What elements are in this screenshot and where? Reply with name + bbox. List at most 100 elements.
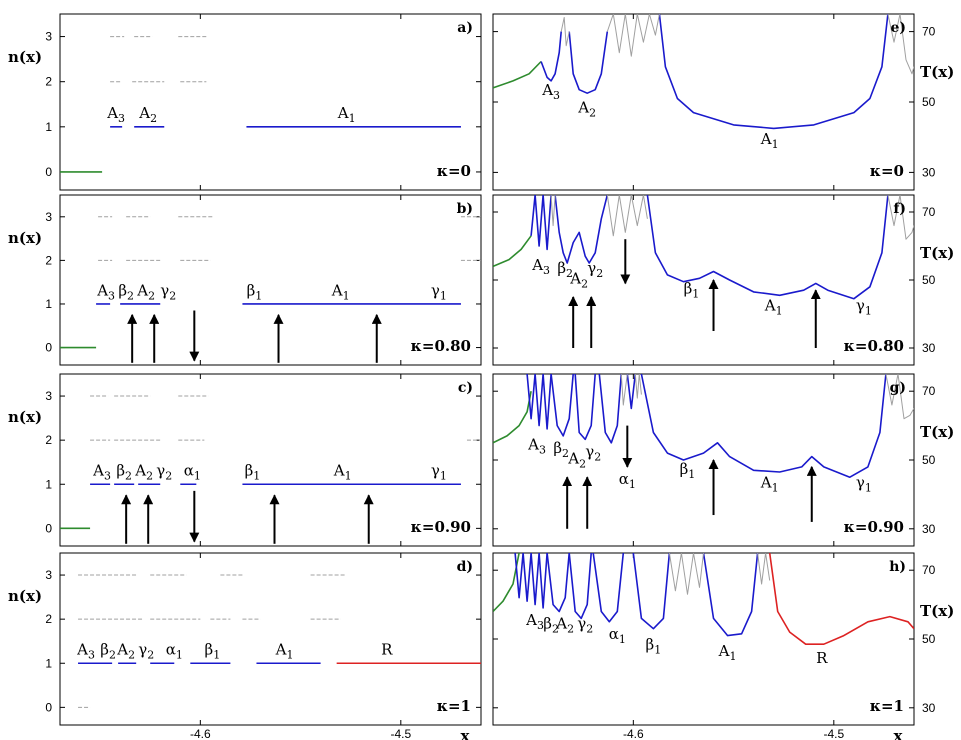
y-tick-label: 3: [45, 389, 52, 403]
panel-frame: [492, 13, 915, 191]
y-tick-label: 50: [922, 453, 936, 467]
level-label: A2: [569, 269, 588, 290]
x-axis-label: x: [894, 727, 904, 740]
panel-d: 0 1 2 3n(x) A3 β2 A2 γ2 α1 β1 A1 Rd) κ=1: [8, 552, 482, 726]
kappa-label: κ=0: [437, 162, 471, 180]
curve-blue: [646, 195, 889, 300]
curve-grey: [550, 195, 556, 227]
level-label: A2: [116, 640, 135, 661]
curve-blue: [702, 553, 759, 637]
panel-c: 0 1 2 3n(x) A3 β2 A2 γ2 α1 β1 A1 γ1 c) κ=0.90: [8, 373, 482, 547]
curve-grey: [606, 14, 660, 57]
level-label: α1: [184, 461, 201, 482]
plot-area: [60, 395, 481, 530]
level-label: A1: [760, 474, 779, 495]
y-tick-label: 0: [45, 165, 52, 179]
level-label: A3: [96, 281, 115, 302]
y-tick-label: 3: [45, 210, 52, 224]
kappa-label: κ=1: [870, 697, 904, 715]
y-tick-label: 2: [45, 612, 52, 626]
level-label: β2: [100, 640, 116, 661]
level-label: A3: [531, 256, 550, 277]
panel-letter: c): [458, 380, 473, 396]
level-label: γ2: [160, 281, 176, 302]
plot-area: [493, 374, 914, 478]
curve-blue: [540, 31, 562, 82]
panel-letter: b): [457, 201, 473, 217]
curve-grey: [634, 374, 642, 399]
x-tick-label: -4.5: [823, 727, 844, 740]
y-tick-label: 70: [922, 384, 936, 398]
curve-grey: [757, 553, 771, 585]
y-axis-label: n(x): [8, 229, 42, 247]
level-label: γ2: [585, 443, 601, 464]
kappa-label: κ=0.80: [844, 337, 904, 355]
panel-e: 30 50 70 T(x) A3 A2 A1 e) κ=0: [492, 13, 954, 191]
plot-area: [60, 216, 481, 349]
level-label: β2: [543, 615, 559, 636]
plot-area: [493, 14, 914, 130]
y-tick-label: 50: [922, 95, 936, 109]
curve-blue: [574, 374, 596, 441]
y-tick-label: 0: [45, 521, 52, 535]
panel-letter: d): [457, 559, 473, 575]
y-tick-label: 0: [45, 341, 52, 355]
level-label: γ1: [431, 281, 447, 302]
level-label: A1: [331, 281, 350, 302]
plot-area: [60, 36, 461, 173]
level-label: γ2: [156, 461, 172, 482]
level-label: β2: [116, 461, 132, 482]
curve-blue: [514, 553, 548, 609]
level-label: γ1: [856, 474, 872, 495]
curve-blue: [554, 195, 609, 264]
level-label: A2: [555, 615, 574, 636]
y-tick-label: 70: [922, 25, 936, 39]
y-tick-label: 2: [45, 433, 52, 447]
curve-green: [493, 391, 532, 444]
x-tick-label: -4.6: [190, 727, 211, 740]
level-label: γ2: [577, 615, 593, 636]
level-label: A3: [525, 611, 544, 632]
plot-area: [493, 195, 914, 300]
y-axis-label: n(x): [8, 587, 42, 605]
curve-grey: [606, 195, 648, 237]
plot-area: [78, 574, 481, 708]
level-label: β1: [245, 461, 261, 482]
y-tick-label: 30: [922, 341, 936, 355]
curve-grey: [885, 374, 914, 420]
level-label: β1: [247, 281, 263, 302]
plot-area: [493, 553, 914, 645]
curve-blue: [530, 195, 552, 251]
level-label: β1: [646, 635, 662, 656]
panel-letter: h): [889, 559, 906, 575]
y-tick-label: 50: [922, 273, 936, 287]
panel-frame: [59, 552, 482, 726]
level-label: A1: [718, 642, 737, 663]
level-label: A3: [92, 461, 111, 482]
curve-green: [493, 60, 542, 89]
level-label: γ1: [856, 297, 872, 318]
y-tick-label: 1: [45, 656, 52, 670]
level-label: γ2: [587, 259, 603, 280]
curve-blue: [626, 374, 637, 410]
level-label: A1: [764, 297, 783, 318]
panel-letter: f): [893, 201, 906, 217]
curve-blue: [658, 14, 889, 130]
y-tick-label: 1: [45, 297, 52, 311]
level-label: β1: [680, 460, 696, 481]
y-axis-label: n(x): [8, 408, 42, 426]
curve-grey: [887, 14, 914, 75]
curve-blue: [550, 374, 574, 437]
curve-blue: [632, 553, 671, 630]
y-tick-label: 2: [45, 75, 52, 89]
level-label: A1: [275, 640, 294, 661]
y-axis-label: n(x): [8, 48, 42, 66]
y-axis-label: T(x): [920, 63, 954, 81]
level-label: β2: [557, 259, 573, 280]
kappa-label: κ=0.90: [844, 518, 904, 536]
level-label: A3: [76, 640, 95, 661]
level-label: A3: [541, 81, 560, 102]
y-tick-label: 50: [922, 632, 936, 646]
